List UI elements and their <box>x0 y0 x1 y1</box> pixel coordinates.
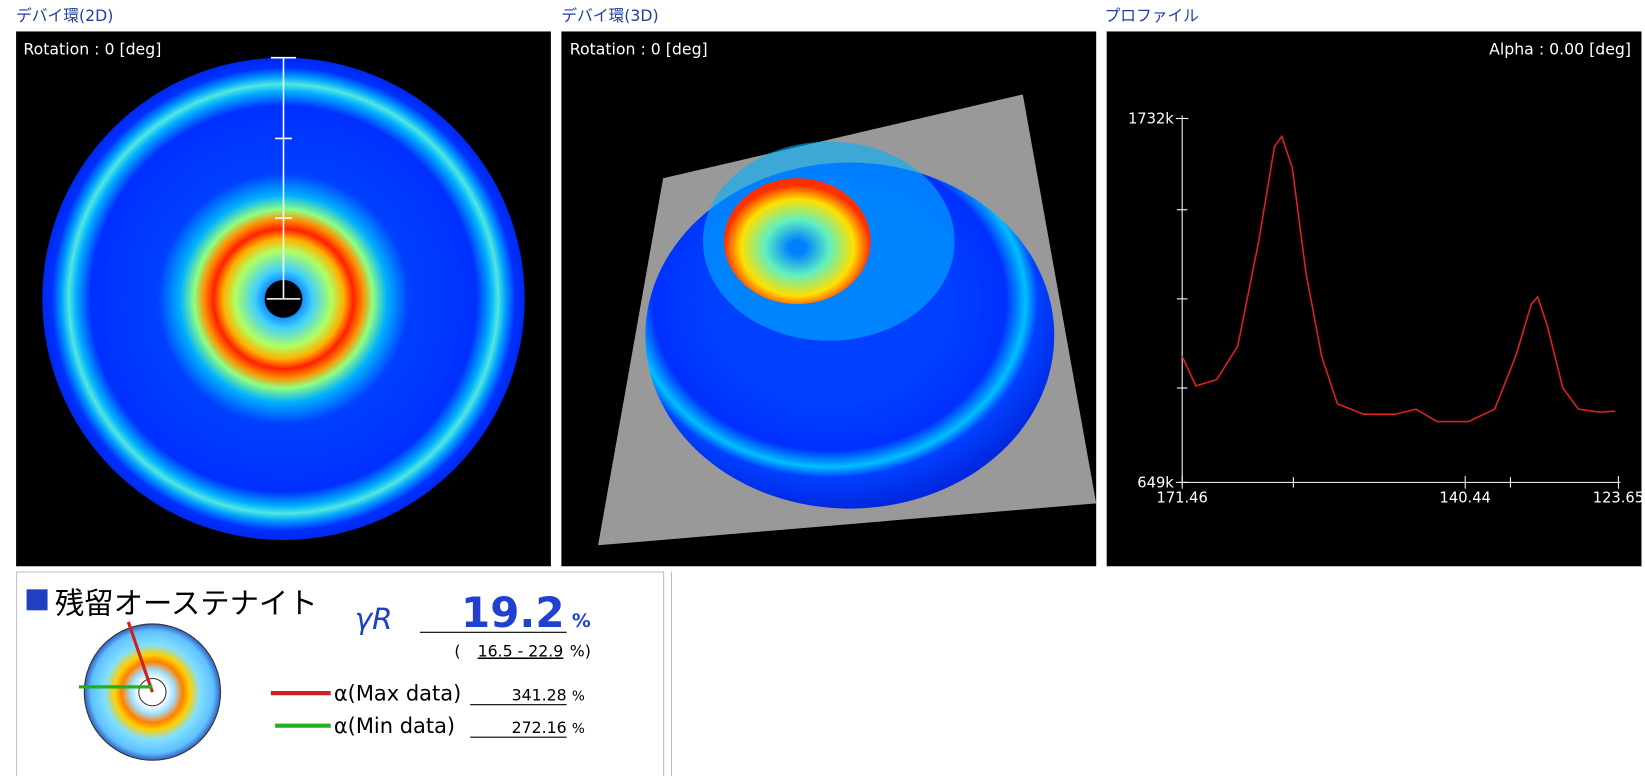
surface-peak <box>724 178 871 304</box>
min-label: α(Min data) <box>334 714 455 738</box>
result-title: 残留オーステナイト <box>55 586 318 620</box>
unit: % <box>572 688 585 704</box>
range-close: %) <box>570 641 591 660</box>
max-label: α(Max data) <box>334 681 461 705</box>
panel-title: デバイ環(2D) <box>16 6 113 25</box>
page: デバイ環(2D) Rotation : 0 [deg] デバイ環(3D) Rot… <box>0 0 1645 776</box>
range-open: ( <box>454 641 460 660</box>
alpha-label: Alpha : 0.00 [deg] <box>1489 40 1631 59</box>
range: 16.5 - 22.9 <box>478 641 564 660</box>
x-tick-label: 171.46 <box>1157 489 1208 506</box>
bullet <box>27 589 48 610</box>
rotation-label: Rotation : 0 [deg] <box>23 40 161 59</box>
screen: デバイ環(2D) Rotation : 0 [deg] デバイ環(3D) Rot… <box>0 0 1645 776</box>
unit: % <box>572 610 591 632</box>
unit: % <box>572 721 585 737</box>
min-value: 272.16 <box>512 718 567 737</box>
max-value: 341.28 <box>512 685 567 704</box>
panel-title: デバイ環(3D) <box>561 6 658 25</box>
x-tick-label: 140.44 <box>1440 489 1491 506</box>
gamma-label: γR <box>355 602 393 636</box>
x-tick-label: 123.65 <box>1593 489 1644 506</box>
panel-title: プロファイル <box>1105 6 1199 25</box>
gamma-value: 19.2 <box>461 588 564 637</box>
y-tick-label: 1732k <box>1128 111 1174 128</box>
rotation-label: Rotation : 0 [deg] <box>570 40 708 59</box>
